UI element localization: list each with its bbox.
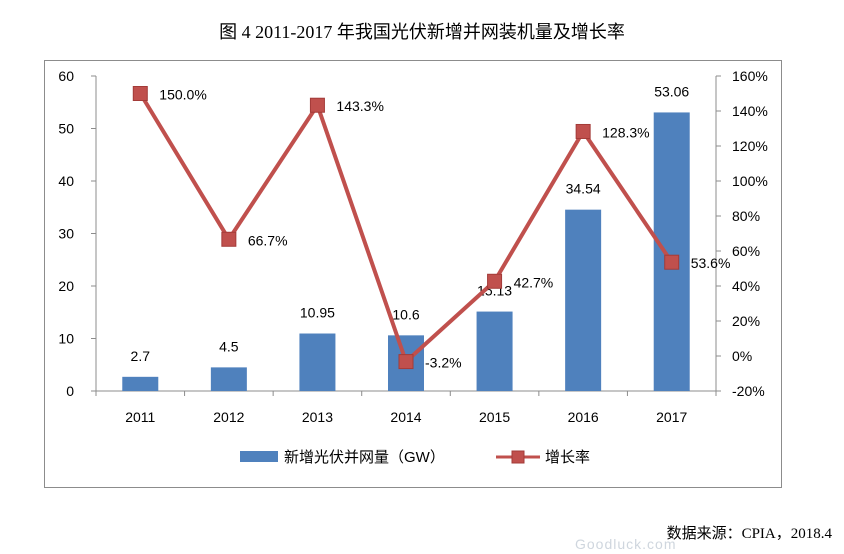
bar-data-label: 10.95: [300, 305, 335, 321]
line-point-marker: [221, 231, 237, 247]
line-point-marker: [309, 97, 325, 113]
x-category-label: 2017: [656, 409, 687, 425]
line-point-marker: [487, 273, 503, 289]
bar: [299, 333, 336, 391]
bar: [653, 112, 690, 391]
y-left-tick-label: 40: [58, 173, 74, 189]
line-data-label: 66.7%: [248, 232, 288, 248]
y-left-tick-label: 30: [58, 226, 74, 242]
y-right-tick-label: 140%: [732, 103, 768, 119]
chart-frame: [44, 60, 782, 488]
line-data-label: 128.3%: [602, 124, 649, 140]
x-category-label: 2013: [302, 409, 333, 425]
y-left-tick-label: 60: [58, 68, 74, 84]
x-category-label: 2012: [213, 409, 244, 425]
bar-data-label: 34.54: [566, 181, 601, 197]
y-right-tick-label: 60%: [732, 243, 760, 259]
bar-data-label: 10.6: [392, 306, 419, 322]
y-left-tick-label: 50: [58, 121, 74, 137]
legend-line-marker: [511, 450, 525, 464]
x-category-label: 2016: [568, 409, 599, 425]
line-point-marker: [664, 254, 680, 270]
y-right-tick-label: 100%: [732, 173, 768, 189]
y-left-tick-label: 20: [58, 278, 74, 294]
bar: [565, 209, 602, 391]
axes: 0102030405060-20%0%20%40%60%80%100%120%1…: [58, 68, 767, 425]
line-data-label: 53.6%: [691, 255, 731, 271]
x-category-label: 2011: [125, 409, 155, 425]
line-data-labels: 150.0% 66.7% 143.3% -3.2% 42.7% 128.3% 53.6%: [159, 87, 730, 371]
x-category-label: 2015: [479, 409, 510, 425]
line-series: [132, 86, 680, 370]
y-right-tick-label: 20%: [732, 313, 760, 329]
line-data-label: 42.7%: [514, 274, 554, 290]
y-right-tick-label: 0%: [732, 348, 752, 364]
bar: [122, 376, 159, 391]
y-right-tick-label: 120%: [732, 138, 768, 154]
legend-bar-label: 新增光伏并网量（GW）: [284, 449, 445, 466]
bar-data-label: 2.7: [131, 348, 151, 364]
watermark: Goodluck.com: [575, 536, 677, 552]
bar: [476, 311, 513, 391]
legend-line-label: 增长率: [545, 449, 590, 466]
bar-data-label: 53.06: [654, 83, 689, 99]
legend-bar-swatch: [240, 451, 278, 462]
y-left-tick-label: 10: [58, 331, 74, 347]
legend: 新增光伏并网量（GW） 增长率: [240, 449, 590, 466]
y-right-tick-label: -20%: [732, 383, 765, 399]
data-source-note: 数据来源：CPIA，2018.4: [666, 526, 832, 542]
line-data-label: 150.0%: [159, 87, 206, 103]
line-data-label: -3.2%: [425, 355, 462, 371]
bar: [210, 367, 247, 391]
y-left-tick-label: 0: [66, 383, 74, 399]
x-category-label: 2014: [390, 409, 421, 425]
line-point-marker: [575, 123, 591, 139]
line-point-marker: [132, 86, 148, 101]
y-right-tick-label: 80%: [732, 208, 760, 224]
bar-data-label: 4.5: [219, 338, 239, 354]
line-point-marker: [398, 354, 414, 370]
chart-title: 图 4 2011-2017 年我国光伏新增并网装机量及增长率: [219, 22, 625, 42]
bar-series: [122, 112, 690, 391]
line-data-label: 143.3%: [336, 98, 383, 114]
y-right-tick-label: 40%: [732, 278, 760, 294]
y-right-tick-label: 160%: [732, 68, 768, 84]
